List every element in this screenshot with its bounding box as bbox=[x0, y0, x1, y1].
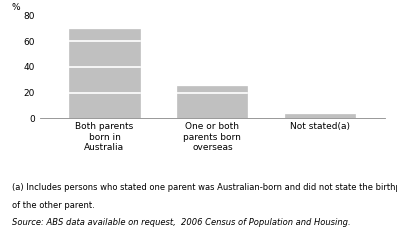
Bar bbox=[285, 114, 355, 118]
Text: Source: ABS data available on request,  2006 Census of Population and Housing.: Source: ABS data available on request, 2… bbox=[12, 218, 351, 227]
Text: (a) Includes persons who stated one parent was Australian-born and did not state: (a) Includes persons who stated one pare… bbox=[12, 183, 397, 192]
Bar bbox=[177, 86, 247, 118]
Text: of the other parent.: of the other parent. bbox=[12, 201, 94, 210]
Bar bbox=[69, 29, 139, 118]
Y-axis label: %: % bbox=[11, 3, 20, 12]
